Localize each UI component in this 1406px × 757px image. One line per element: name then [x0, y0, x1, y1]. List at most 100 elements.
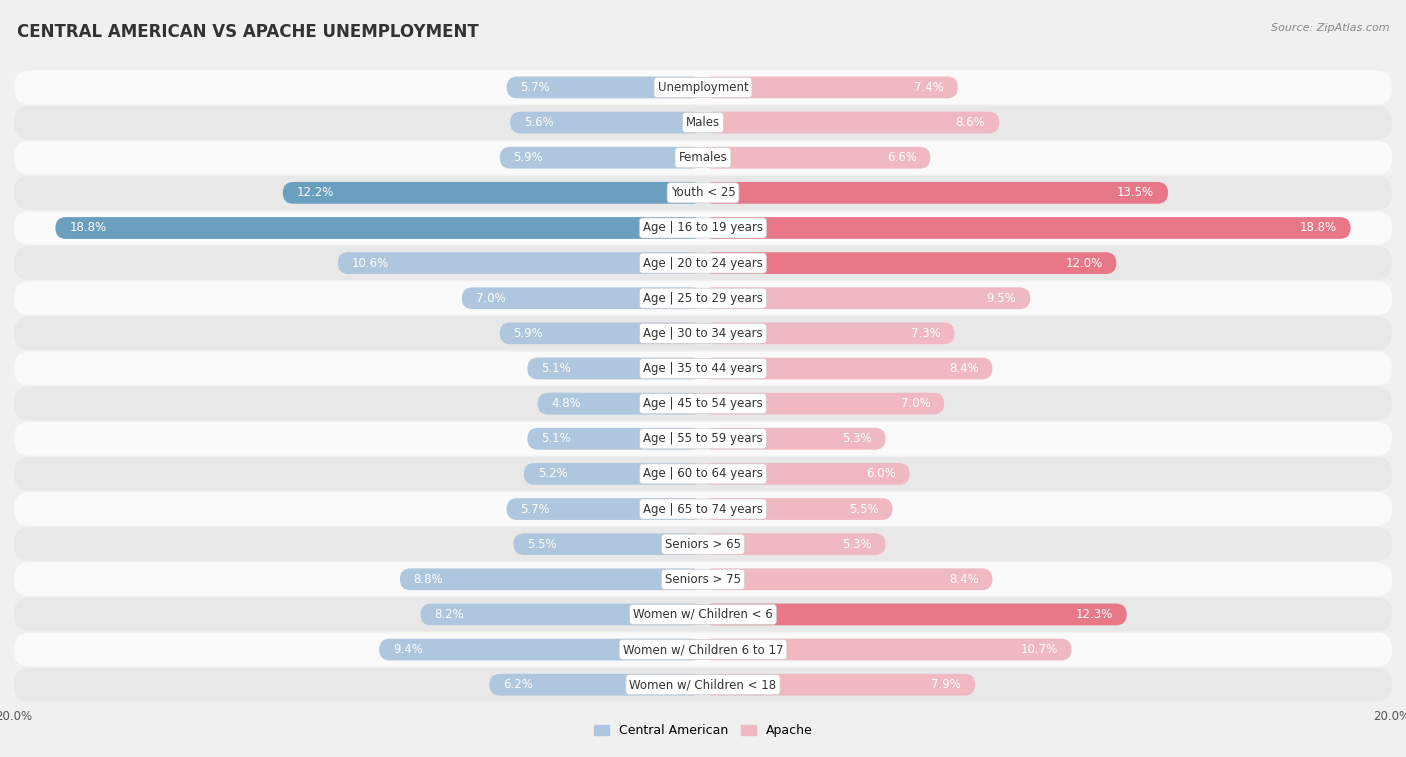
FancyBboxPatch shape — [703, 428, 886, 450]
Legend: Central American, Apache: Central American, Apache — [589, 719, 817, 743]
Text: 6.0%: 6.0% — [866, 467, 896, 481]
Text: 8.2%: 8.2% — [434, 608, 464, 621]
Text: 7.0%: 7.0% — [475, 291, 505, 305]
Text: 9.5%: 9.5% — [987, 291, 1017, 305]
Text: Age | 16 to 19 years: Age | 16 to 19 years — [643, 222, 763, 235]
Text: 5.3%: 5.3% — [842, 537, 872, 550]
Text: Age | 55 to 59 years: Age | 55 to 59 years — [643, 432, 763, 445]
Text: 12.2%: 12.2% — [297, 186, 333, 199]
Text: Seniors > 65: Seniors > 65 — [665, 537, 741, 550]
FancyBboxPatch shape — [499, 147, 703, 169]
Text: 12.3%: 12.3% — [1076, 608, 1114, 621]
Text: Age | 20 to 24 years: Age | 20 to 24 years — [643, 257, 763, 269]
Text: 13.5%: 13.5% — [1118, 186, 1154, 199]
Text: CENTRAL AMERICAN VS APACHE UNEMPLOYMENT: CENTRAL AMERICAN VS APACHE UNEMPLOYMENT — [17, 23, 478, 41]
FancyBboxPatch shape — [524, 463, 703, 484]
FancyBboxPatch shape — [499, 322, 703, 344]
Text: Source: ZipAtlas.com: Source: ZipAtlas.com — [1271, 23, 1389, 33]
Text: Age | 30 to 34 years: Age | 30 to 34 years — [643, 327, 763, 340]
Text: Age | 60 to 64 years: Age | 60 to 64 years — [643, 467, 763, 481]
Text: 5.9%: 5.9% — [513, 327, 543, 340]
Text: Age | 65 to 74 years: Age | 65 to 74 years — [643, 503, 763, 516]
FancyBboxPatch shape — [14, 387, 1392, 420]
FancyBboxPatch shape — [14, 211, 1392, 245]
Text: 10.6%: 10.6% — [352, 257, 389, 269]
Text: 7.9%: 7.9% — [932, 678, 962, 691]
FancyBboxPatch shape — [337, 252, 703, 274]
Text: 10.7%: 10.7% — [1021, 643, 1057, 656]
FancyBboxPatch shape — [14, 562, 1392, 597]
FancyBboxPatch shape — [703, 498, 893, 520]
Text: 5.7%: 5.7% — [520, 81, 550, 94]
Text: 18.8%: 18.8% — [1299, 222, 1337, 235]
Text: 8.4%: 8.4% — [949, 362, 979, 375]
FancyBboxPatch shape — [14, 422, 1392, 456]
FancyBboxPatch shape — [703, 463, 910, 484]
FancyBboxPatch shape — [14, 457, 1392, 491]
Text: 7.3%: 7.3% — [911, 327, 941, 340]
Text: Females: Females — [679, 151, 727, 164]
FancyBboxPatch shape — [420, 603, 703, 625]
FancyBboxPatch shape — [703, 322, 955, 344]
FancyBboxPatch shape — [703, 357, 993, 379]
FancyBboxPatch shape — [510, 112, 703, 133]
FancyBboxPatch shape — [399, 569, 703, 590]
Text: Males: Males — [686, 116, 720, 129]
FancyBboxPatch shape — [55, 217, 703, 239]
FancyBboxPatch shape — [703, 603, 1126, 625]
Text: 5.5%: 5.5% — [527, 537, 557, 550]
Text: Age | 45 to 54 years: Age | 45 to 54 years — [643, 397, 763, 410]
FancyBboxPatch shape — [14, 141, 1392, 175]
FancyBboxPatch shape — [14, 176, 1392, 210]
Text: 12.0%: 12.0% — [1066, 257, 1102, 269]
Text: Women w/ Children < 18: Women w/ Children < 18 — [630, 678, 776, 691]
Text: 4.8%: 4.8% — [551, 397, 581, 410]
Text: Women w/ Children < 6: Women w/ Children < 6 — [633, 608, 773, 621]
Text: Seniors > 75: Seniors > 75 — [665, 573, 741, 586]
Text: 18.8%: 18.8% — [69, 222, 107, 235]
Text: 5.3%: 5.3% — [842, 432, 872, 445]
Text: 8.6%: 8.6% — [956, 116, 986, 129]
Text: 7.0%: 7.0% — [901, 397, 931, 410]
Text: Age | 35 to 44 years: Age | 35 to 44 years — [643, 362, 763, 375]
FancyBboxPatch shape — [527, 428, 703, 450]
Text: 5.1%: 5.1% — [541, 362, 571, 375]
FancyBboxPatch shape — [489, 674, 703, 696]
FancyBboxPatch shape — [14, 668, 1392, 702]
FancyBboxPatch shape — [703, 182, 1168, 204]
FancyBboxPatch shape — [703, 288, 1031, 309]
FancyBboxPatch shape — [703, 147, 931, 169]
FancyBboxPatch shape — [703, 217, 1351, 239]
Text: Age | 25 to 29 years: Age | 25 to 29 years — [643, 291, 763, 305]
FancyBboxPatch shape — [14, 528, 1392, 561]
FancyBboxPatch shape — [527, 357, 703, 379]
FancyBboxPatch shape — [461, 288, 703, 309]
FancyBboxPatch shape — [703, 112, 1000, 133]
FancyBboxPatch shape — [703, 674, 976, 696]
Text: 6.2%: 6.2% — [503, 678, 533, 691]
FancyBboxPatch shape — [14, 282, 1392, 315]
Text: 5.5%: 5.5% — [849, 503, 879, 516]
Text: 5.6%: 5.6% — [524, 116, 554, 129]
Text: Unemployment: Unemployment — [658, 81, 748, 94]
FancyBboxPatch shape — [14, 70, 1392, 104]
FancyBboxPatch shape — [703, 569, 993, 590]
FancyBboxPatch shape — [537, 393, 703, 415]
FancyBboxPatch shape — [14, 246, 1392, 280]
Text: 7.4%: 7.4% — [914, 81, 945, 94]
Text: 8.4%: 8.4% — [949, 573, 979, 586]
FancyBboxPatch shape — [14, 316, 1392, 350]
FancyBboxPatch shape — [703, 639, 1071, 660]
Text: 5.1%: 5.1% — [541, 432, 571, 445]
Text: 6.6%: 6.6% — [887, 151, 917, 164]
FancyBboxPatch shape — [703, 393, 945, 415]
FancyBboxPatch shape — [14, 633, 1392, 666]
FancyBboxPatch shape — [703, 76, 957, 98]
FancyBboxPatch shape — [703, 533, 886, 555]
Text: 8.8%: 8.8% — [413, 573, 443, 586]
FancyBboxPatch shape — [283, 182, 703, 204]
FancyBboxPatch shape — [513, 533, 703, 555]
FancyBboxPatch shape — [14, 106, 1392, 139]
Text: 9.4%: 9.4% — [392, 643, 423, 656]
FancyBboxPatch shape — [506, 498, 703, 520]
